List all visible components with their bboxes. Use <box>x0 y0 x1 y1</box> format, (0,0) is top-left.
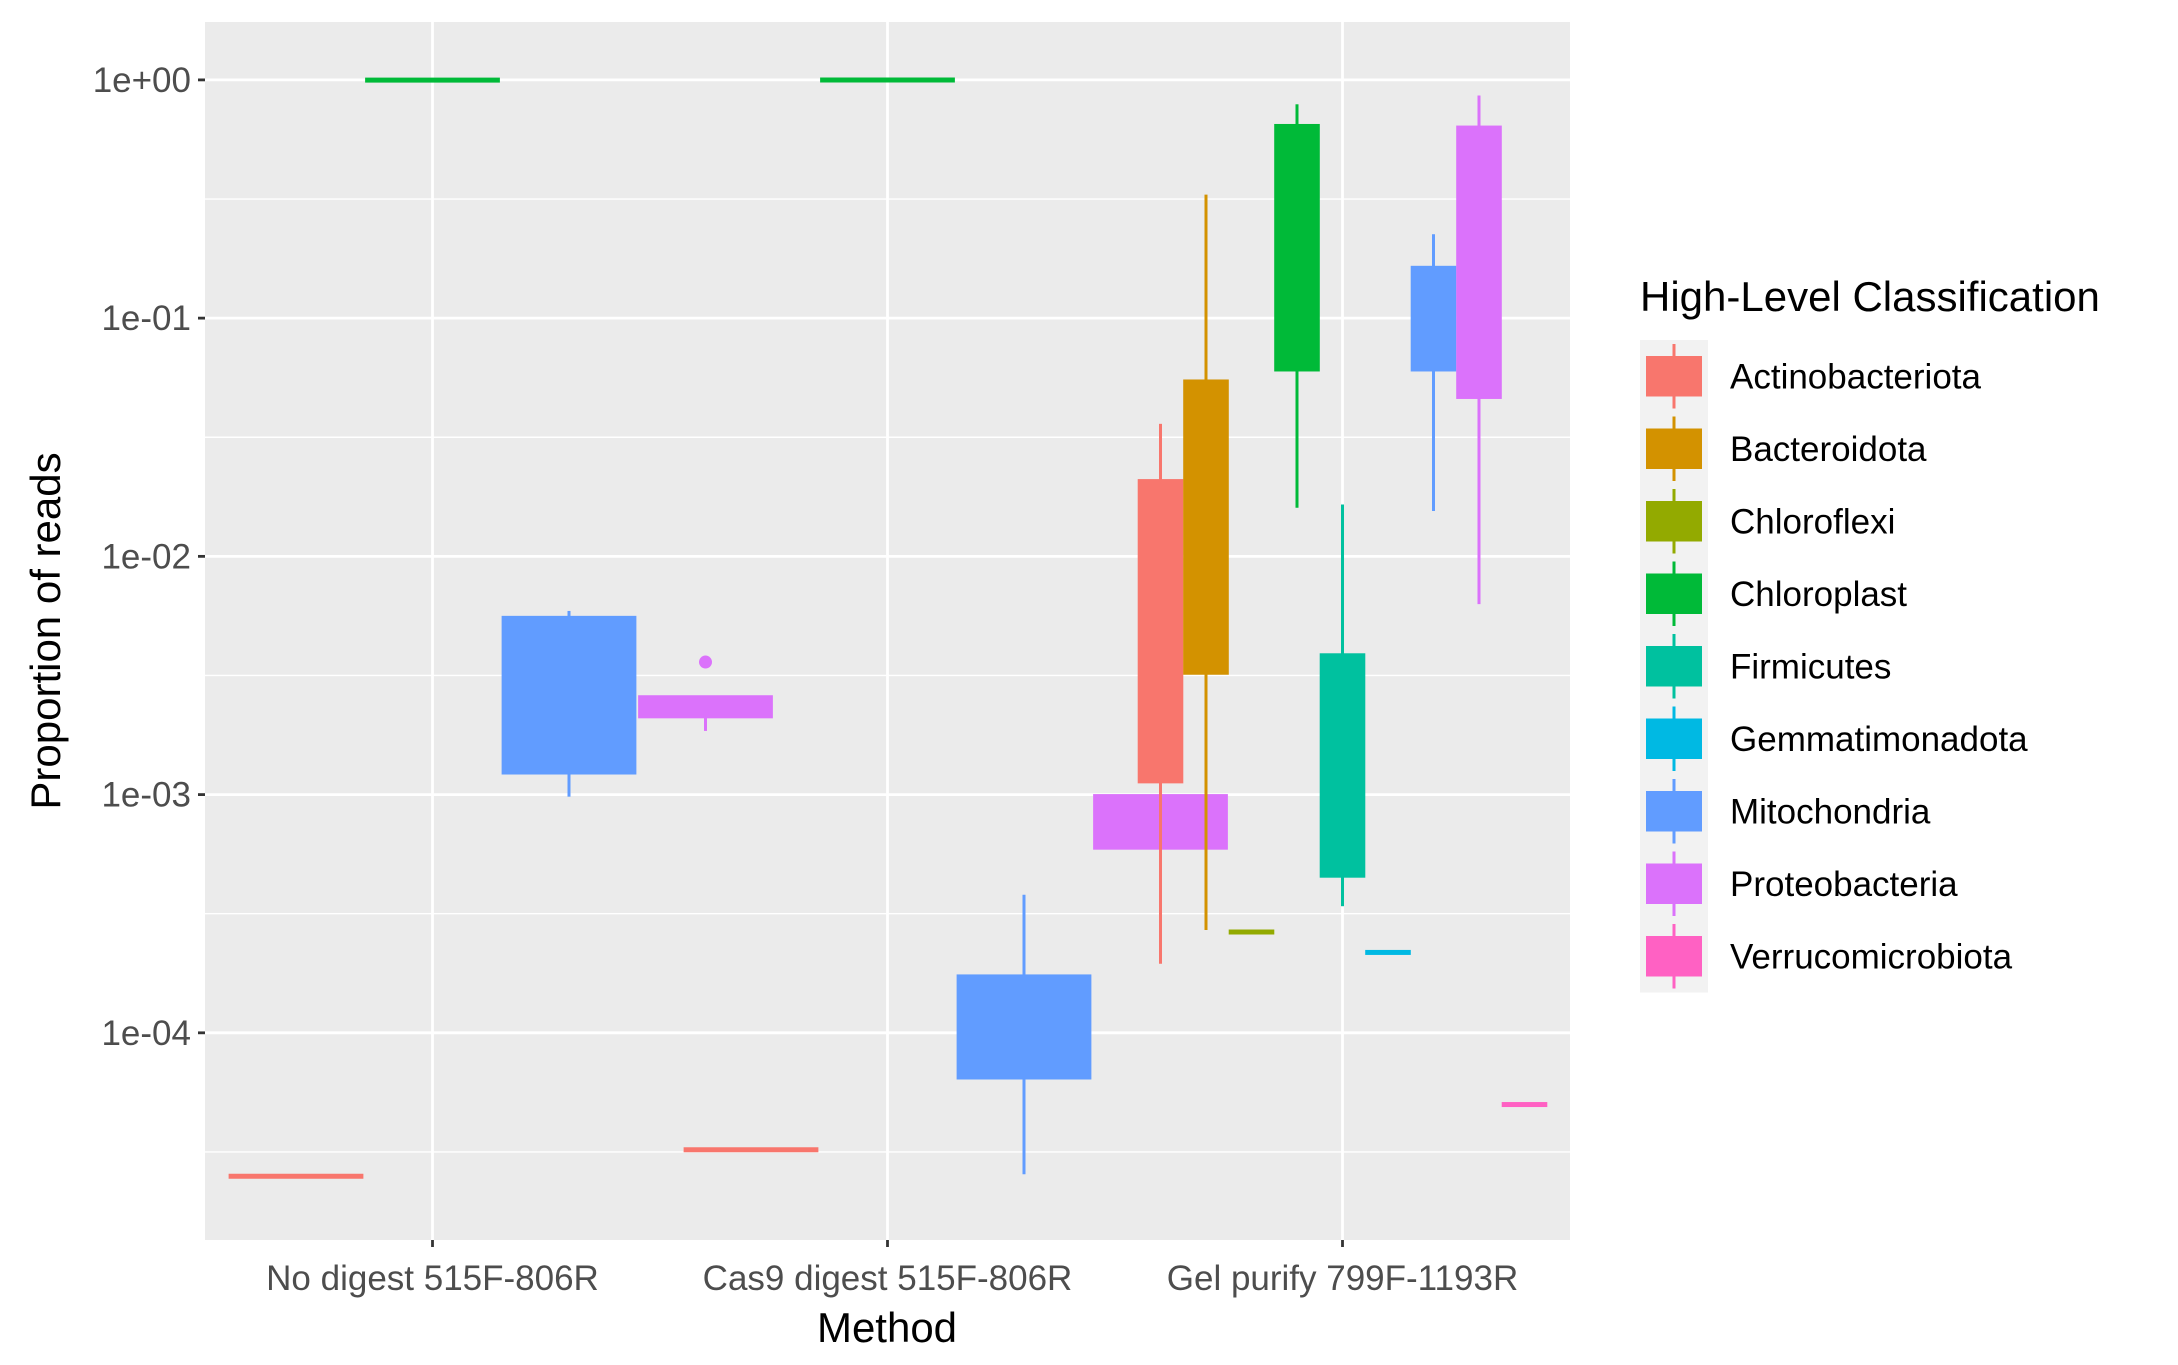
legend-key-swatch <box>1646 573 1702 614</box>
box-bacteroidota <box>1183 194 1229 931</box>
box-body <box>1365 949 1411 955</box>
box-mitochondria <box>1410 234 1457 512</box>
x-axis: No digest 515F-806R Cas9 digest 515F-806R… <box>266 1240 1518 1298</box>
legend-item: Bacteroidota <box>1640 412 1927 485</box>
box-body <box>1183 379 1229 675</box>
legend-item: Actinobacteriota <box>1640 340 1982 413</box>
box-mitochondria <box>501 610 637 797</box>
legend-label: Chloroflexi <box>1730 502 1895 541</box>
box-body <box>501 615 637 775</box>
box-body <box>1228 929 1275 935</box>
box-body <box>638 695 773 719</box>
legend-label: Actinobacteriota <box>1730 357 1982 396</box>
box-proteobacteria <box>1456 95 1502 605</box>
x-tick-label: Cas9 digest 515F-806R <box>703 1259 1073 1298</box>
box-actinobacteriota <box>228 1173 364 1179</box>
legend-label: Gemmatimonadota <box>1730 720 2028 759</box>
legend-key-swatch <box>1646 791 1702 832</box>
legend-item: Proteobacteria <box>1640 847 1958 920</box>
x-axis-title: Method <box>817 1304 957 1351</box>
legend-key-swatch <box>1646 718 1702 759</box>
box-chloroplast <box>820 77 955 83</box>
x-tick-label: No digest 515F-806R <box>266 1259 599 1298</box>
legend-item: Verrucomicrobiota <box>1640 920 2013 993</box>
y-tick-label: 1e-04 <box>101 1014 191 1053</box>
box-body <box>820 77 955 83</box>
box-chloroflexi <box>1228 929 1275 935</box>
box-body <box>1410 265 1457 372</box>
legend-label: Proteobacteria <box>1730 865 1958 904</box>
legend-key-swatch <box>1646 501 1702 542</box>
y-axis: 1e-04 1e-03 1e-02 1e-01 1e+00 <box>93 61 205 1053</box>
legend-label: Verrucomicrobiota <box>1730 937 2013 976</box>
legend-item: Gemmatimonadota <box>1640 702 2028 775</box>
legend-label: Bacteroidota <box>1730 430 1927 469</box>
x-tick-label: Gel purify 799F-1193R <box>1167 1259 1518 1298</box>
box-body <box>1137 479 1184 784</box>
box-body <box>1274 123 1320 372</box>
box-verrucomicrobiota <box>1501 1102 1548 1108</box>
y-tick-label: 1e-01 <box>101 299 191 338</box>
box-actinobacteriota <box>1137 423 1184 964</box>
legend-item: Firmicutes <box>1640 630 1891 703</box>
box-mitochondria <box>956 894 1092 1175</box>
legend-item: Chloroflexi <box>1640 485 1895 558</box>
box-chloroplast <box>365 77 500 83</box>
legend-item: Mitochondria <box>1640 775 1931 848</box>
legend-key-swatch <box>1646 356 1702 397</box>
box-body <box>1501 1102 1548 1108</box>
box-chloroplast <box>1274 104 1320 508</box>
legend-key-swatch <box>1646 863 1702 904</box>
box-firmicutes <box>1319 504 1366 907</box>
box-body <box>1456 125 1502 399</box>
y-tick-label: 1e-02 <box>101 537 191 576</box>
box-body <box>1319 653 1366 878</box>
legend-key-swatch <box>1646 646 1702 687</box>
legend: High-Level Classification Actinobacterio… <box>1640 273 2100 993</box>
legend-item: Chloroplast <box>1640 557 1907 630</box>
box-actinobacteriota <box>683 1147 819 1153</box>
box-body <box>956 974 1092 1080</box>
box-layer <box>228 77 1548 1179</box>
box-outlier <box>699 655 712 669</box>
legend-key-swatch <box>1646 428 1702 469</box>
box-gemmatimonadota <box>1365 949 1411 955</box>
legend-title: High-Level Classification <box>1640 273 2100 320</box>
box-body <box>228 1173 364 1179</box>
box-body <box>365 77 500 83</box>
y-tick-label: 1e+00 <box>93 61 191 100</box>
y-tick-label: 1e-03 <box>101 776 191 815</box>
box-body <box>683 1147 819 1153</box>
legend-items: Actinobacteriota Bacteroidota Chloroflexi C… <box>1640 340 2028 993</box>
y-axis-title: Proportion of reads <box>22 452 69 809</box>
legend-key-swatch <box>1646 936 1702 977</box>
legend-label: Firmicutes <box>1730 647 1891 686</box>
legend-label: Mitochondria <box>1730 792 1931 831</box>
box-proteobacteria <box>638 655 773 731</box>
legend-label: Chloroplast <box>1730 575 1907 614</box>
